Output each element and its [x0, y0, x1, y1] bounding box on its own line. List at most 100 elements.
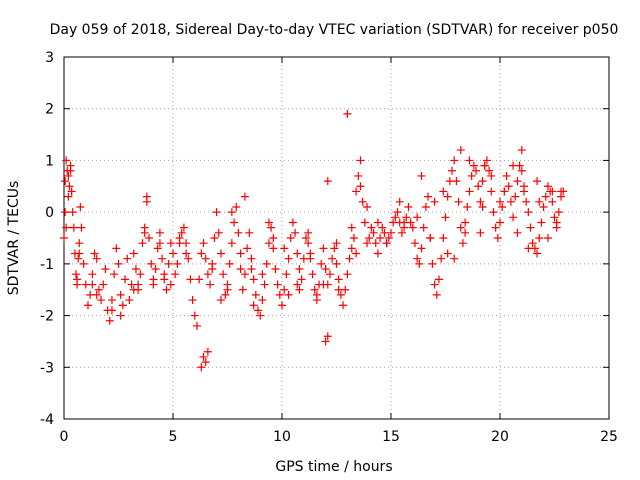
x-axis-label: GPS time / hours	[275, 459, 392, 475]
data-point	[64, 192, 73, 201]
data-point	[184, 254, 193, 263]
data-point	[552, 218, 561, 227]
data-point	[450, 156, 459, 165]
data-point	[408, 223, 417, 232]
data-point	[64, 171, 73, 180]
data-point	[476, 197, 485, 206]
data-point	[107, 296, 116, 305]
data-point	[304, 239, 313, 248]
data-point	[472, 166, 481, 175]
data-point	[413, 213, 422, 222]
data-point	[212, 208, 221, 217]
data-point	[197, 363, 206, 372]
data-point	[387, 228, 395, 237]
y-tick-label: 3	[45, 50, 54, 66]
data-point	[160, 270, 169, 279]
data-point	[410, 239, 419, 248]
data-point	[97, 296, 106, 305]
data-point	[221, 290, 230, 299]
data-point	[223, 280, 232, 289]
data-point	[236, 265, 245, 274]
data-point	[395, 197, 404, 206]
data-point	[306, 254, 315, 263]
data-point	[513, 228, 522, 237]
data-point	[92, 290, 101, 299]
data-point	[121, 275, 130, 284]
data-point	[439, 234, 448, 242]
data-point	[125, 296, 134, 305]
data-point	[65, 182, 74, 191]
data-point	[496, 218, 504, 227]
data-point	[513, 177, 522, 186]
data-point	[509, 161, 518, 170]
data-point	[147, 259, 156, 268]
data-point	[219, 270, 228, 279]
data-point	[216, 296, 225, 305]
data-point	[251, 290, 260, 299]
data-point	[541, 192, 550, 201]
data-point	[227, 208, 236, 217]
data-point	[419, 223, 428, 232]
data-point	[376, 234, 385, 242]
x-tick-label: 25	[600, 429, 618, 445]
data-point	[430, 197, 439, 206]
data-point	[319, 280, 328, 289]
data-point	[428, 259, 437, 268]
data-point	[509, 213, 518, 222]
data-point	[391, 213, 400, 222]
data-point	[99, 280, 108, 289]
data-point	[88, 280, 97, 289]
data-point	[356, 156, 365, 165]
y-tick-label: 0	[45, 205, 54, 221]
data-point	[448, 166, 457, 175]
data-point	[358, 197, 367, 206]
data-point	[325, 270, 334, 279]
data-point	[426, 234, 435, 242]
data-point	[264, 218, 273, 227]
data-point	[271, 265, 280, 274]
data-point	[155, 228, 164, 237]
data-point	[417, 244, 426, 253]
data-point	[537, 218, 546, 227]
data-point	[349, 234, 358, 242]
data-point	[528, 239, 537, 248]
data-point	[90, 249, 99, 258]
data-point	[116, 290, 125, 299]
data-point	[107, 306, 116, 315]
data-point	[258, 270, 267, 279]
data-point	[155, 239, 164, 248]
data-point	[62, 223, 71, 232]
data-point	[295, 285, 304, 294]
data-point	[443, 192, 452, 201]
data-point	[267, 223, 276, 232]
data-point	[441, 213, 450, 222]
data-point	[332, 259, 341, 268]
data-point	[526, 223, 535, 232]
data-point	[105, 316, 114, 325]
data-point	[214, 228, 223, 237]
data-point	[131, 265, 140, 274]
data-point	[371, 239, 380, 248]
data-point	[373, 249, 382, 258]
data-point	[280, 285, 289, 294]
data-point	[347, 223, 356, 232]
data-point	[550, 213, 559, 222]
data-point	[480, 161, 489, 170]
data-point	[83, 301, 92, 310]
data-point	[328, 254, 337, 263]
data-point	[469, 161, 478, 170]
data-point	[478, 202, 487, 211]
data-point	[439, 187, 448, 196]
data-point	[76, 202, 85, 211]
data-point	[230, 218, 239, 227]
data-point	[524, 244, 533, 253]
data-point	[66, 166, 75, 175]
data-point	[61, 177, 70, 186]
data-point	[94, 285, 103, 294]
data-point	[334, 285, 343, 294]
data-point	[463, 202, 472, 211]
data-point	[164, 259, 173, 268]
data-point	[437, 254, 446, 263]
data-point	[60, 234, 68, 242]
